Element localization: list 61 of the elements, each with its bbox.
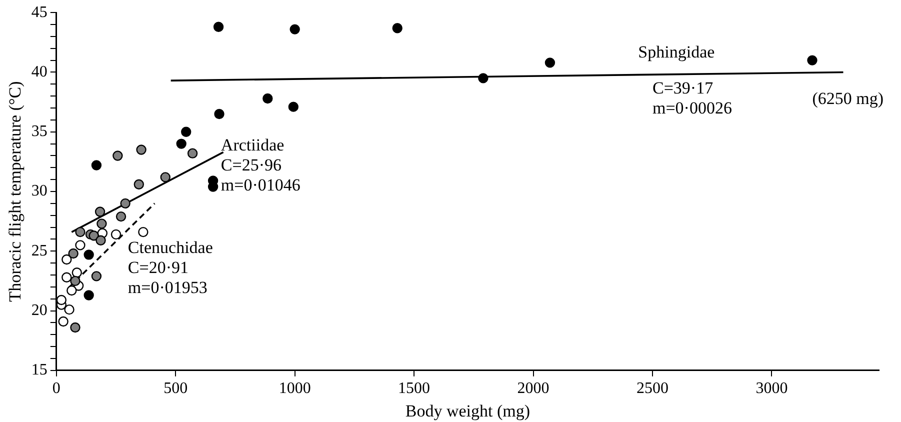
point <box>187 148 198 158</box>
point <box>70 276 80 286</box>
point <box>478 73 488 84</box>
point <box>66 285 77 296</box>
x-tick-label: 500 <box>164 380 188 398</box>
point <box>58 316 68 327</box>
point <box>110 229 122 240</box>
point <box>96 218 107 229</box>
point <box>176 138 186 149</box>
point <box>392 23 402 34</box>
point <box>62 272 72 282</box>
point <box>288 102 299 112</box>
point <box>88 230 99 241</box>
point <box>62 254 72 265</box>
x-axis-title: Body weight (mg) <box>405 401 530 420</box>
annotation: Sphingidae <box>638 42 715 62</box>
point <box>91 160 102 170</box>
point <box>75 226 86 238</box>
x-tick-label: 1000 <box>278 380 311 398</box>
y-tick-label: 45 <box>31 4 48 21</box>
point <box>112 150 123 161</box>
y-tick-label: 30 <box>31 182 48 200</box>
point <box>91 271 102 282</box>
x-tick-label: 1500 <box>398 380 430 398</box>
point <box>136 144 146 155</box>
annotation: Arctiidae C=25·96 m=0·01046 <box>220 136 300 195</box>
point <box>807 55 818 66</box>
point <box>214 108 224 120</box>
point <box>68 248 78 259</box>
point <box>160 172 170 182</box>
annotation: (6250 mg) <box>812 89 884 108</box>
annotation: C=39·17 m=0·00026 <box>652 78 732 118</box>
annotation: Ctenuchidae C=20·91 m=0·01953 <box>128 238 213 298</box>
point <box>94 206 106 217</box>
x-tick-label: 2500 <box>636 380 668 398</box>
point <box>181 126 192 137</box>
point <box>290 24 300 34</box>
point <box>72 268 82 278</box>
y-axis-title: Thoracic flight temperature (°C) <box>6 81 25 302</box>
x-tick-label: 2000 <box>517 380 550 398</box>
y-tick-label: 20 <box>31 302 48 319</box>
point <box>134 179 144 190</box>
x-tick-label: 0 <box>52 380 60 398</box>
point <box>544 58 556 68</box>
point <box>70 322 80 333</box>
point <box>262 93 273 104</box>
y-tick-label: 15 <box>31 362 48 379</box>
point <box>96 235 106 246</box>
point <box>56 294 67 306</box>
x-tick-label: 3000 <box>756 380 788 398</box>
y-tick-label: 25 <box>31 242 48 260</box>
y-tick-label: 35 <box>31 123 48 140</box>
point <box>138 226 148 238</box>
point <box>84 290 94 300</box>
point <box>116 211 126 222</box>
point <box>64 304 74 315</box>
y-tick-label: 40 <box>31 63 48 80</box>
point <box>75 240 86 250</box>
point <box>213 22 224 32</box>
point <box>120 198 130 209</box>
point <box>84 250 94 260</box>
